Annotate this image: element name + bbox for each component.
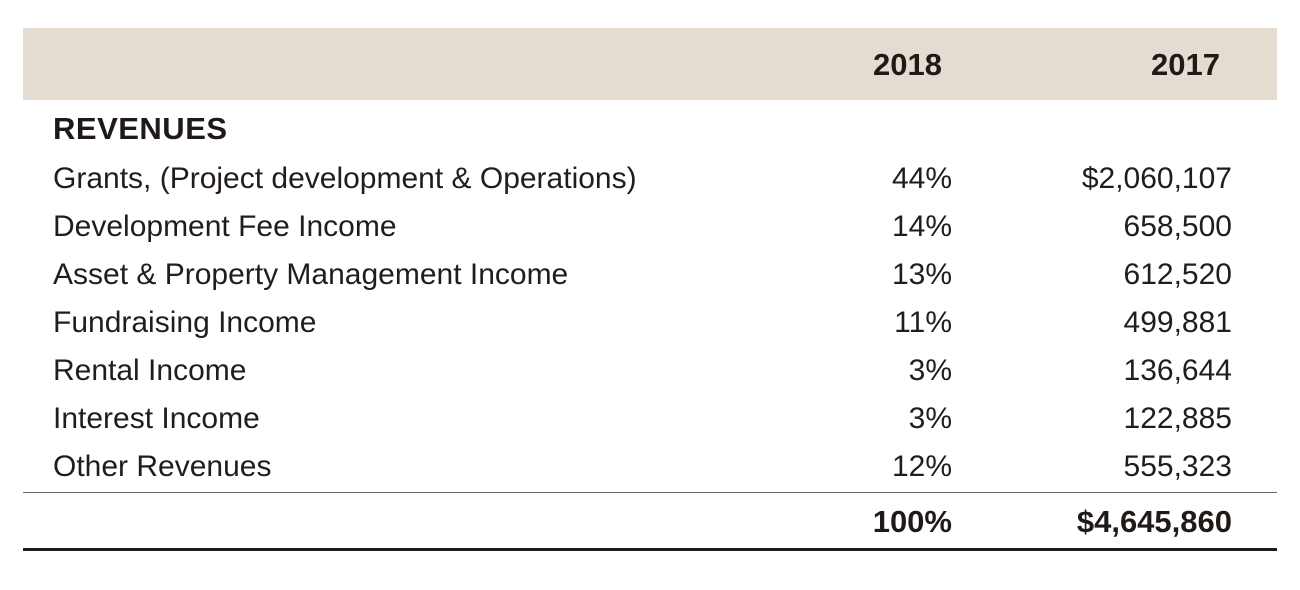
row-label: Asset & Property Management Income — [53, 258, 569, 291]
column-header-2017: 2017 — [1151, 47, 1220, 82]
table-row: Fundraising Income 11% 499,881 — [0, 300, 1300, 348]
table-row: Interest Income 3% 122,885 — [0, 396, 1300, 444]
table-row: Grants, (Project development & Operation… — [0, 156, 1300, 204]
row-amount-2017: 136,644 — [1123, 354, 1232, 387]
row-percent-2018: 12% — [891, 450, 952, 483]
table-row: Asset & Property Management Income 13% 6… — [0, 252, 1300, 300]
row-percent-2018: 3% — [908, 402, 952, 435]
row-amount-2017: 499,881 — [1123, 306, 1232, 339]
row-label: Development Fee Income — [53, 210, 397, 243]
total-percent: 100% — [872, 504, 952, 539]
total-amount: $4,645,860 — [1076, 504, 1232, 539]
row-percent-2018: 3% — [908, 354, 952, 387]
row-percent-2018: 11% — [894, 306, 952, 339]
row-amount-2017: 555,323 — [1123, 450, 1232, 483]
column-header-2018: 2018 — [873, 47, 942, 82]
section-title-revenues: REVENUES — [53, 111, 228, 146]
row-amount-2017: 658,500 — [1123, 210, 1232, 243]
bottom-rule — [23, 548, 1277, 551]
table-row: Rental Income 3% 136,644 — [0, 348, 1300, 396]
row-label: Other Revenues — [53, 450, 272, 483]
row-amount-2017: 122,885 — [1123, 402, 1232, 435]
row-percent-2018: 14% — [891, 210, 952, 243]
row-amount-2017: 612,520 — [1123, 258, 1232, 291]
table-header-band — [23, 28, 1277, 100]
revenue-rows: Grants, (Project development & Operation… — [0, 156, 1300, 492]
total-divider — [23, 492, 1277, 493]
row-label: Rental Income — [53, 354, 247, 387]
row-percent-2018: 13% — [891, 258, 952, 291]
row-amount-2017: $2,060,107 — [1081, 162, 1232, 195]
row-percent-2018: 44% — [891, 162, 952, 195]
table-row: Development Fee Income 14% 658,500 — [0, 204, 1300, 252]
row-label: Grants, (Project development & Operation… — [53, 162, 637, 195]
table-row: Other Revenues 12% 555,323 — [0, 444, 1300, 492]
row-label: Fundraising Income — [53, 306, 317, 339]
row-label: Interest Income — [53, 402, 260, 435]
